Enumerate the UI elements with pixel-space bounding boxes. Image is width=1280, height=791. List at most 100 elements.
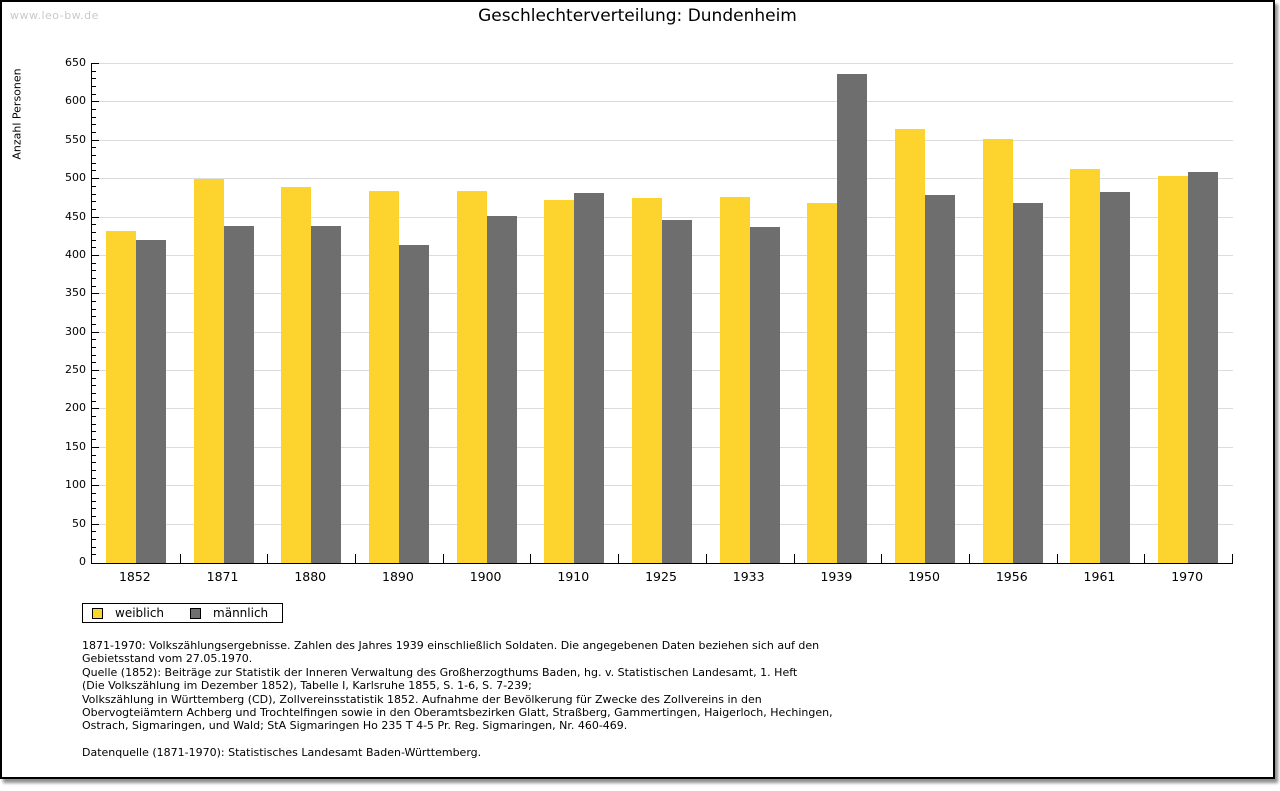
y-major-tick-250	[92, 370, 99, 372]
bar-weiblich-1880	[281, 186, 312, 563]
bar-männlich-1890	[398, 245, 429, 563]
y-tick-label-100: 100	[65, 478, 86, 492]
gridline-600	[92, 101, 1233, 103]
bar-männlich-1871	[223, 225, 254, 563]
y-minor-tick-270	[92, 354, 96, 356]
y-tick-label-400: 400	[65, 247, 86, 261]
y-minor-tick-370	[92, 277, 96, 279]
bar-weiblich-1871	[193, 179, 224, 563]
y-minor-tick-40	[92, 531, 96, 533]
x-tick-label-1910: 1910	[557, 569, 590, 584]
footer-datasource: Datenquelle (1871-1970): Statistisches L…	[82, 745, 482, 759]
bar-männlich-1852	[135, 239, 166, 563]
y-minor-tick-70	[92, 508, 96, 510]
y-minor-tick-490	[92, 185, 96, 187]
y-minor-tick-30	[92, 538, 96, 540]
y-minor-tick-460	[92, 208, 96, 210]
y-minor-tick-80	[92, 500, 96, 502]
y-minor-tick-230	[92, 385, 96, 387]
y-tick-label-300: 300	[65, 324, 86, 338]
y-major-tick-150	[92, 446, 99, 448]
y-minor-tick-630	[92, 78, 96, 80]
legend-item-weiblich: weiblich	[92, 606, 164, 620]
x-tick-label-1970: 1970	[1171, 569, 1204, 584]
y-minor-tick-420	[92, 239, 96, 241]
x-tick-label-1961: 1961	[1083, 569, 1116, 584]
y-minor-tick-170	[92, 431, 96, 433]
y-minor-tick-160	[92, 439, 96, 441]
y-minor-tick-290	[92, 339, 96, 341]
bar-weiblich-1900	[456, 190, 487, 563]
y-tick-label-0: 0	[79, 555, 86, 568]
y-minor-tick-180	[92, 423, 96, 425]
y-major-tick-100	[92, 485, 99, 487]
x-boundary-tick-3	[355, 554, 356, 563]
y-tick-label-150: 150	[65, 439, 86, 453]
y-minor-tick-220	[92, 393, 96, 395]
bar-männlich-1956	[1012, 202, 1043, 563]
gridline-450	[92, 216, 1233, 218]
bar-weiblich-1910	[544, 199, 575, 563]
y-minor-tick-640	[92, 70, 96, 72]
y-minor-tick-330	[92, 308, 96, 310]
y-tick-label-350: 350	[65, 286, 86, 300]
y-minor-tick-470	[92, 201, 96, 203]
x-tick-label-1900: 1900	[469, 569, 502, 584]
footer-note-line-3: Quelle (1852): Beiträge zur Statistik de…	[82, 665, 798, 679]
x-tick-label-1939: 1939	[820, 569, 853, 584]
bar-weiblich-1950	[895, 128, 926, 563]
footer-note-line-2: Gebietsstand vom 27.05.1970.	[82, 652, 253, 666]
legend-label-männlich: männlich	[213, 606, 269, 620]
footer: 1871-1970: Volkszählungsergebnisse. Zahl…	[82, 639, 833, 759]
y-minor-tick-380	[92, 270, 96, 272]
y-major-tick-200	[92, 408, 99, 410]
y-minor-tick-130	[92, 462, 96, 464]
y-minor-tick-520	[92, 162, 96, 164]
y-minor-tick-260	[92, 362, 96, 364]
x-tick-label-1880: 1880	[294, 569, 327, 584]
x-boundary-tick-7	[706, 554, 707, 563]
y-minor-tick-580	[92, 116, 96, 118]
bar-weiblich-1925	[632, 198, 662, 563]
y-minor-tick-340	[92, 300, 96, 302]
y-tick-label-500: 500	[65, 171, 86, 185]
y-minor-tick-570	[92, 124, 96, 126]
y-major-tick-450	[92, 216, 99, 218]
y-minor-tick-510	[92, 170, 96, 172]
gridline-650	[92, 63, 1233, 64]
y-tick-label-250: 250	[65, 363, 86, 377]
y-tick-label-550: 550	[65, 132, 86, 146]
bar-männlich-1933	[749, 226, 780, 563]
legend-swatch-weiblich	[92, 607, 103, 619]
y-minor-tick-210	[92, 400, 96, 402]
bar-männlich-1910	[574, 192, 605, 563]
y-minor-tick-480	[92, 193, 96, 195]
y-major-tick-300	[92, 331, 99, 333]
bar-männlich-1925	[662, 219, 692, 563]
bar-weiblich-1939	[807, 202, 838, 563]
footer-note-line-5: Volkszählung in Württemberg (CD), Zollve…	[82, 692, 762, 706]
y-axis-tick-labels: 0 50 100 150 200 250 300 350 400 450 500 550 600 650	[42, 57, 86, 568]
bar-weiblich-1970	[1158, 176, 1189, 563]
y-minor-tick-440	[92, 224, 96, 226]
y-tick-label-50: 50	[72, 516, 86, 530]
x-tick-label-1871: 1871	[206, 569, 239, 584]
x-boundary-tick-4	[443, 554, 444, 563]
bar-männlich-1970	[1188, 172, 1219, 563]
y-minor-tick-280	[92, 347, 96, 349]
bar-weiblich-1933	[719, 196, 750, 563]
legend-label-weiblich: weiblich	[115, 606, 165, 620]
x-tick-label-1933: 1933	[732, 569, 765, 584]
y-minor-tick-320	[92, 316, 96, 318]
y-minor-tick-240	[92, 377, 96, 379]
y-minor-tick-430	[92, 231, 96, 233]
y-minor-tick-560	[92, 132, 96, 134]
y-minor-tick-620	[92, 86, 96, 88]
watermark-url: www.leo-bw.de	[10, 9, 99, 22]
x-tick-label-1925: 1925	[645, 569, 677, 584]
bar-weiblich-1890	[368, 190, 399, 563]
y-axis-title: Anzahl Personen	[10, 68, 24, 160]
footer-notes: 1871-1970: Volkszählungsergebnisse. Zahl…	[82, 639, 833, 733]
